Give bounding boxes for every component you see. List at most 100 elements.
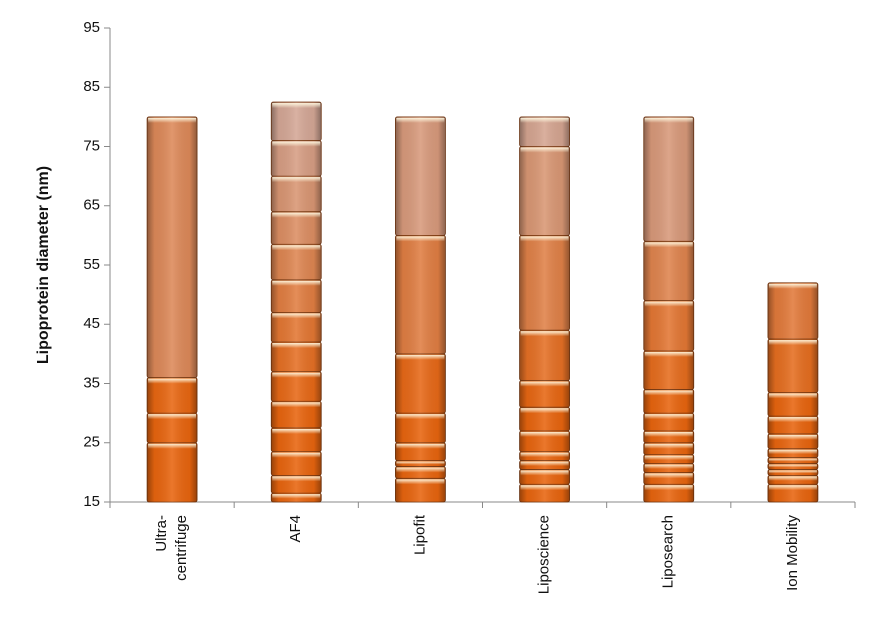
segment-shade <box>395 353 446 414</box>
segment-highlight <box>768 464 817 468</box>
segment-highlight <box>520 147 569 153</box>
segment-highlight <box>768 417 817 423</box>
segment-highlight <box>768 449 817 455</box>
segment-highlight <box>396 236 445 242</box>
y-tick-label: 75 <box>83 137 100 154</box>
segment-highlight <box>272 245 321 251</box>
segment-shade <box>271 176 322 212</box>
segment-highlight <box>272 343 321 349</box>
segment-highlight <box>644 242 693 248</box>
y-tick-label: 25 <box>83 434 100 451</box>
segment-shade <box>271 312 322 343</box>
x-tick-label: Lipofit <box>411 514 428 555</box>
segment-highlight <box>520 470 569 476</box>
segment-highlight <box>396 479 445 485</box>
segment-shade <box>767 282 818 340</box>
segment-highlight <box>272 452 321 458</box>
y-tick-label: 85 <box>83 78 100 95</box>
y-tick-label: 35 <box>83 374 100 391</box>
segment-shade <box>395 235 446 354</box>
y-axis-title: Lipoprotein diameter (nm) <box>35 166 52 364</box>
segment-highlight <box>644 390 693 396</box>
segment-highlight <box>272 402 321 408</box>
segment-highlight <box>644 351 693 357</box>
segment-highlight <box>148 443 197 449</box>
segment-highlight <box>768 458 817 462</box>
segment-highlight <box>396 443 445 449</box>
segment-highlight <box>396 467 445 473</box>
x-tick-label: AF4 <box>287 515 304 543</box>
segment-highlight <box>520 381 569 387</box>
segment-highlight <box>272 476 321 482</box>
segment-highlight <box>520 408 569 414</box>
x-tick-label: Liposearch <box>660 515 677 588</box>
segment-shade <box>643 350 694 390</box>
segment-highlight <box>644 473 693 479</box>
segment-highlight <box>644 414 693 420</box>
segment-highlight <box>520 117 569 123</box>
segment-shade <box>643 300 694 351</box>
segment-highlight <box>520 331 569 337</box>
segment-shade <box>271 279 322 313</box>
segment-highlight <box>768 340 817 346</box>
segment-highlight <box>768 434 817 440</box>
segment-shade <box>147 116 198 378</box>
segment-highlight <box>272 372 321 378</box>
y-tick-label: 55 <box>83 256 100 273</box>
segment-highlight <box>768 485 817 491</box>
segment-highlight <box>768 393 817 399</box>
segment-shade <box>395 116 446 236</box>
segment-shade <box>519 380 570 408</box>
segment-highlight <box>644 301 693 307</box>
segment-shade <box>147 413 198 443</box>
segment-highlight <box>644 455 693 461</box>
segment-shade <box>395 413 446 443</box>
segment-highlight <box>644 117 693 123</box>
segment-shade <box>271 244 322 280</box>
y-tick-label: 65 <box>83 197 100 214</box>
segment-highlight <box>272 280 321 286</box>
segment-highlight <box>148 378 197 384</box>
segment-shade <box>519 116 570 147</box>
y-tick-label: 45 <box>83 315 100 332</box>
segment-highlight <box>148 117 197 123</box>
segment-highlight <box>396 354 445 360</box>
x-tick-label: centrifuge <box>173 515 190 581</box>
x-tick-label: Liposcience <box>536 515 553 594</box>
segment-highlight <box>520 461 569 466</box>
segment-highlight <box>396 117 445 123</box>
segment-highlight <box>520 485 569 491</box>
segment-highlight <box>644 443 693 449</box>
y-tick-label: 95 <box>83 19 100 36</box>
segment-shade <box>271 371 322 402</box>
segment-shade <box>271 401 322 428</box>
segment-shade <box>519 146 570 236</box>
segment-highlight <box>272 177 321 183</box>
segment-highlight <box>396 461 445 465</box>
segment-highlight <box>520 452 569 458</box>
segment-highlight <box>272 212 321 218</box>
segment-highlight <box>272 313 321 319</box>
segment-shade <box>271 102 322 141</box>
y-tick-label: 15 <box>83 493 100 510</box>
segment-highlight <box>520 236 569 242</box>
segment-highlight <box>272 428 321 434</box>
segment-highlight <box>768 283 817 289</box>
segment-shade <box>271 342 322 372</box>
x-tick-label: Ion Mobility <box>784 515 801 591</box>
segment-shade <box>643 241 694 301</box>
segment-highlight <box>768 476 817 481</box>
segment-highlight <box>644 431 693 437</box>
segment-highlight <box>644 464 693 469</box>
segment-highlight <box>768 470 817 474</box>
segment-shade <box>271 140 322 177</box>
segment-shade <box>147 377 198 414</box>
segment-shade <box>147 442 198 502</box>
segment-highlight <box>272 494 321 499</box>
x-tick-label: Ultra- <box>153 515 170 552</box>
segment-shade <box>643 116 694 242</box>
segment-shade <box>271 211 322 245</box>
segment-highlight <box>520 431 569 437</box>
segment-highlight <box>272 103 321 109</box>
